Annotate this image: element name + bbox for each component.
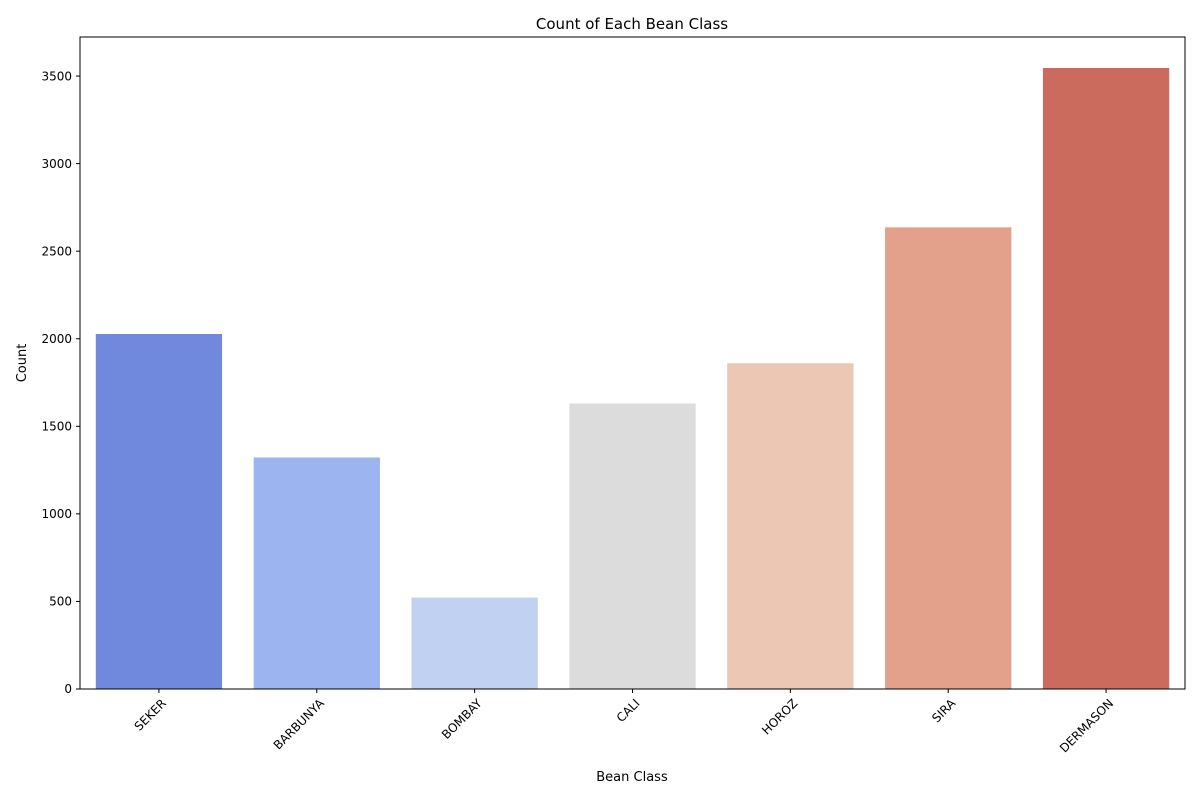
y-tick-label: 0 <box>64 682 72 696</box>
y-tick-label: 2500 <box>41 244 72 258</box>
y-axis-ticks: 0 500 1000 1500 2000 2500 3000 3500 <box>41 69 80 696</box>
y-tick-label: 2000 <box>41 332 72 346</box>
x-tick-label-bombay: BOMBAY <box>439 696 485 742</box>
bar-dermason <box>1042 68 1170 689</box>
y-tick-label: 1500 <box>41 420 72 434</box>
y-axis-title: Count <box>15 344 30 383</box>
x-tick-label-horoz: HOROZ <box>759 696 800 737</box>
bars-layer <box>95 68 1170 690</box>
bar-sira <box>885 227 1012 690</box>
x-tick-label-barbunya: BARBUNYA <box>271 696 328 753</box>
bar-cali <box>569 403 696 689</box>
x-tick-label-dermason: DERMASON <box>1057 696 1116 755</box>
x-axis-ticks: SEKER BARBUNYA BOMBAY CALI HOROZ SIRA DERMASON <box>132 689 1116 755</box>
x-tick-label-cali: CALI <box>614 696 643 725</box>
y-tick-label: 500 <box>49 595 72 609</box>
bar-barbunya <box>253 457 380 689</box>
bar-horoz <box>727 363 854 689</box>
bar-bombay <box>411 597 538 689</box>
plot-frame <box>79 36 1186 690</box>
x-axis-title: Bean Class <box>596 770 668 785</box>
y-tick-label: 1000 <box>41 507 72 521</box>
y-tick-label: 3500 <box>41 69 72 83</box>
chart-title: Count of Each Bean Class <box>536 15 728 33</box>
y-tick-label: 3000 <box>41 157 72 171</box>
x-tick-label-seker: SEKER <box>132 696 169 733</box>
bar-seker <box>95 334 223 689</box>
x-tick-label-sira: SIRA <box>929 696 959 726</box>
